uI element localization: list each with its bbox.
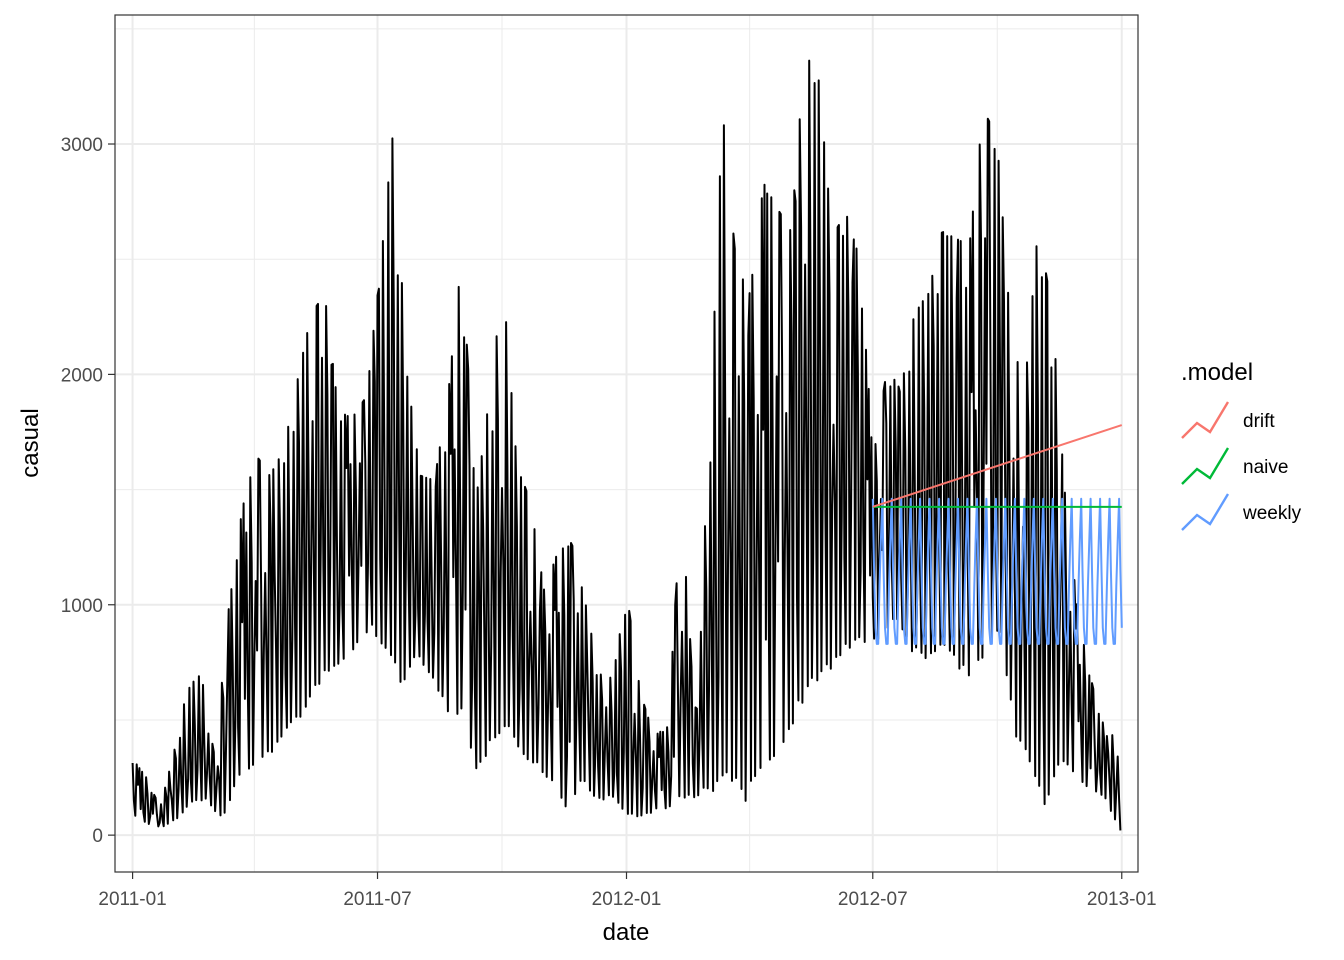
- weekly-forecast-line: [871, 497, 1123, 645]
- legend-item-drift: drift: [1181, 401, 1275, 439]
- y-tick-label: 2000: [61, 365, 103, 386]
- y-tick-label: 0: [92, 826, 103, 847]
- x-axis-title: date: [603, 919, 650, 946]
- legend-title: .model: [1181, 359, 1253, 386]
- legend: .model drift naive weekly: [1181, 359, 1302, 531]
- legend-label-drift: drift: [1243, 411, 1275, 432]
- x-axis: 2011-01 2011-07 2012-01 2012-07 2013-01: [98, 872, 1157, 910]
- x-tick-label: 2012-07: [838, 889, 908, 910]
- x-tick-label: 2012-01: [592, 889, 662, 910]
- legend-item-naive: naive: [1181, 447, 1288, 485]
- y-axis-title: casual: [17, 408, 44, 477]
- legend-key-drift: [1181, 401, 1230, 439]
- legend-label-naive: naive: [1243, 457, 1288, 478]
- y-tick-label: 3000: [61, 135, 103, 156]
- legend-label-weekly: weekly: [1242, 503, 1302, 524]
- x-tick-label: 2013-01: [1087, 889, 1157, 910]
- legend-item-weekly: weekly: [1181, 493, 1302, 531]
- y-axis: 0 1000 2000 3000: [61, 135, 115, 847]
- actual-series-line: [131, 59, 1122, 831]
- legend-key-weekly: [1181, 493, 1230, 531]
- legend-key-naive: [1181, 447, 1230, 485]
- x-tick-label: 2011-07: [343, 889, 411, 910]
- drift-forecast-line: [872, 424, 1123, 508]
- series-layer: [131, 59, 1123, 831]
- y-tick-label: 1000: [61, 596, 103, 617]
- x-tick-label: 2011-01: [98, 889, 166, 910]
